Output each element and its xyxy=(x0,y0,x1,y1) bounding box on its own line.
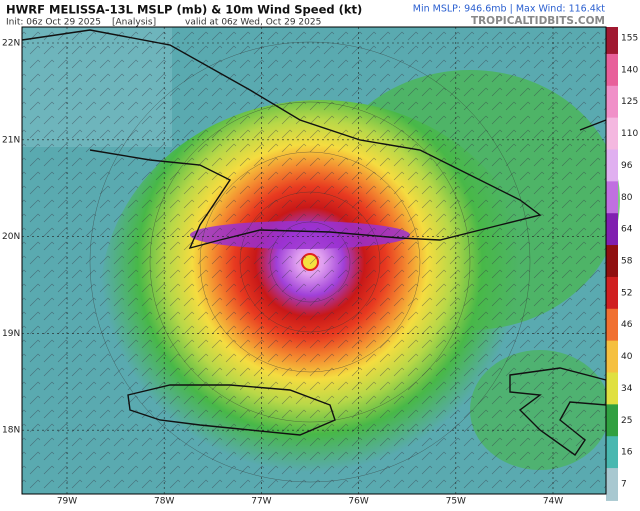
colorbar-label: 155 xyxy=(621,34,638,44)
colorbar-label: 125 xyxy=(621,97,638,107)
colorbar-label: 58 xyxy=(621,257,633,267)
latitude-label: 20N xyxy=(2,232,20,242)
colorbar-label: 34 xyxy=(621,384,633,394)
colorbar-label: 40 xyxy=(621,352,633,362)
colorbar-label: 140 xyxy=(621,65,638,75)
longitude-label: 77W xyxy=(251,497,271,507)
colorbar-label: 80 xyxy=(621,193,633,203)
colorbar-band xyxy=(606,372,618,406)
valid: valid at 06z Wed, Oct 29 2025 xyxy=(185,18,321,28)
colorbar-label: 16 xyxy=(621,448,633,458)
colorbar-band xyxy=(606,308,618,342)
colorbar-label: 110 xyxy=(621,129,638,139)
latitude-label: 18N xyxy=(2,426,20,436)
init: Init: 06z Oct 29 2025 xyxy=(6,18,101,28)
longitude-label: 74W xyxy=(543,497,563,507)
graticule: 22N 21N 20N 19N 18N 79W 78W 77W 76W 75W 74W xyxy=(2,27,606,507)
colorbar-label: 96 xyxy=(621,161,633,171)
coast xyxy=(579,119,607,131)
header: HWRF MELISSA-13L MSLP (mb) & 10m Wind Sp… xyxy=(6,3,605,28)
colorbar-band xyxy=(606,149,618,183)
colorbar-band xyxy=(606,213,618,247)
colorbar-band xyxy=(606,27,618,60)
title: HWRF MELISSA-13L MSLP (mb) & 10m Wind Sp… xyxy=(6,3,362,17)
latitude-label: 21N xyxy=(2,135,20,145)
cuba xyxy=(21,29,542,250)
longitude-label: 76W xyxy=(348,497,368,507)
map: 22N 21N 20N 19N 18N 79W 78W 77W 76W 75W 74W xyxy=(2,27,620,507)
latitude-label: 22N xyxy=(2,39,20,49)
latitude-label: 19N xyxy=(2,329,20,339)
colorbar-label: 52 xyxy=(621,288,632,298)
wind-barbs xyxy=(22,27,606,494)
longitude-label: 78W xyxy=(154,497,174,507)
colorbar-label: 46 xyxy=(621,320,633,330)
colorbar-label: 64 xyxy=(621,225,633,235)
stats: Min MSLP: 946.6mb | Max Wind: 116.4kt xyxy=(413,4,606,15)
longitude-label: 75W xyxy=(446,497,466,507)
analysis: [Analysis] xyxy=(112,18,156,28)
isobars xyxy=(89,41,531,483)
colorbar-band xyxy=(606,340,618,374)
colorbar-band xyxy=(606,245,618,278)
colorbar-band xyxy=(606,404,618,438)
colorbar-band xyxy=(606,468,618,501)
colorbar-band xyxy=(606,436,618,470)
colorbar-band xyxy=(606,53,618,87)
map-frame xyxy=(21,26,607,495)
colorbar: 155 140 125 110 96 80 64 58 52 46 40 34 25 16 7 xyxy=(606,27,638,501)
colorbar-band xyxy=(606,117,618,151)
colorbar-band xyxy=(606,85,618,119)
colorbar-band xyxy=(606,181,618,215)
colorbar-band xyxy=(606,276,618,310)
colorbar-label: 25 xyxy=(621,416,632,426)
site: TROPICALTIDBITS.COM xyxy=(471,15,605,27)
colorbar-label: 7 xyxy=(621,480,627,490)
longitude-label: 79W xyxy=(57,497,77,507)
